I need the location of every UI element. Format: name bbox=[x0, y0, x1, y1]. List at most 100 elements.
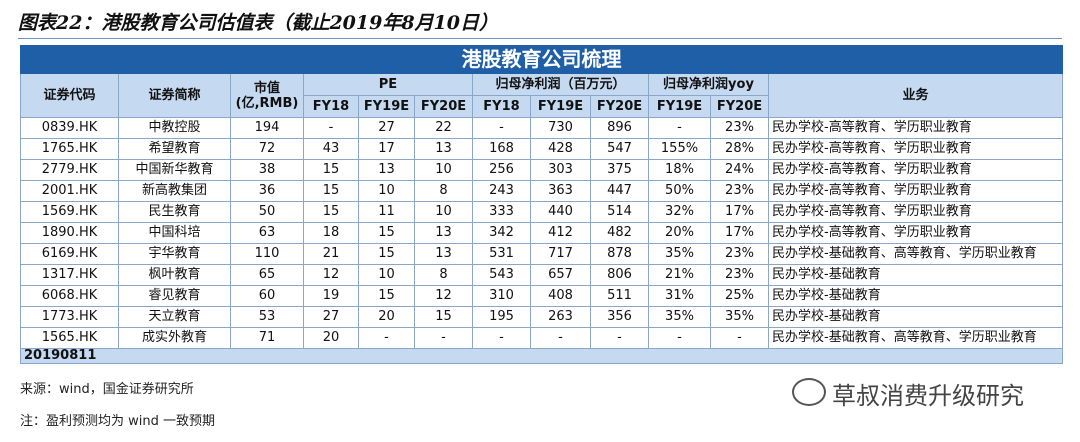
cell: 15 bbox=[358, 285, 415, 307]
cell: 31% bbox=[648, 285, 711, 307]
header-cell: 证券代码 bbox=[20, 73, 119, 118]
cell: 20% bbox=[648, 222, 711, 244]
header-line: (亿,RMB) bbox=[235, 95, 299, 111]
cell: 482 bbox=[590, 222, 649, 244]
cell: 21% bbox=[648, 264, 711, 286]
data-row: 2001.HK 新高教集团 36 15 10 8 243 363 447 50% 23% 民办学校-高… bbox=[20, 180, 1064, 202]
figure-title: 图表22：港股教育公司估值表（截止2019年8月10日） bbox=[18, 12, 498, 34]
cell: 27 bbox=[358, 117, 415, 139]
cell: 806 bbox=[590, 264, 649, 286]
cell: 10 bbox=[358, 180, 415, 202]
cell: 宇华教育 bbox=[118, 243, 231, 265]
cell: 547 bbox=[590, 138, 649, 160]
cell: 333 bbox=[472, 201, 531, 223]
cell: 263 bbox=[530, 306, 591, 328]
cell: 342 bbox=[472, 222, 531, 244]
cell: 希望教育 bbox=[118, 138, 231, 160]
cell: 428 bbox=[530, 138, 591, 160]
cell: 363 bbox=[530, 180, 591, 202]
cell: 0839.HK bbox=[20, 117, 119, 139]
cell: - bbox=[414, 327, 473, 349]
cell: 民办学校-高等教育、学历职业教育 bbox=[767, 222, 1064, 244]
cell: 23% bbox=[710, 180, 769, 202]
header-line: 市值 bbox=[253, 80, 280, 96]
header-cell: PE bbox=[303, 73, 473, 96]
header-cell: FY19E bbox=[530, 95, 591, 118]
cell: 256 bbox=[472, 159, 531, 181]
cell: 730 bbox=[530, 117, 591, 139]
cell: - bbox=[530, 327, 591, 349]
header-cell: FY18 bbox=[303, 95, 359, 118]
cell: 17% bbox=[710, 222, 769, 244]
cell: 375 bbox=[590, 159, 649, 181]
cell: 310 bbox=[472, 285, 531, 307]
cell: 12 bbox=[414, 285, 473, 307]
data-row: 1565.HK 成实外教育 71 20- - - - - - - 民办学校-基础教育、高等教育、学历… bbox=[20, 327, 1064, 349]
footer-row: 20190811 bbox=[19, 348, 1064, 364]
header-cell: 市值 (亿,RMB) bbox=[230, 73, 304, 118]
cell: 15 bbox=[414, 306, 473, 328]
cell: 514 bbox=[590, 201, 649, 223]
cell: 2779.HK bbox=[20, 159, 119, 181]
data-row: 1765.HK 希望教育 72 43 17 13 168 428 547 155% 28% 民办学校-… bbox=[20, 138, 1064, 160]
cell: 1773.HK bbox=[20, 306, 119, 328]
header-cell: FY19E bbox=[358, 95, 415, 118]
cell: 896 bbox=[590, 117, 649, 139]
cell: 6169.HK bbox=[20, 243, 119, 265]
cell: 43 bbox=[303, 138, 359, 160]
cell: 20 bbox=[358, 306, 415, 328]
note: 注：盈利预测均为 wind 一致预期 bbox=[20, 414, 216, 429]
cell: 中教控股 bbox=[118, 117, 231, 139]
cell: 23% bbox=[710, 264, 769, 286]
cell: 民办学校-基础教育、高等教育、学历职业教育 bbox=[767, 327, 1064, 349]
cell: 1765.HK bbox=[20, 138, 119, 160]
cell: 35% bbox=[648, 243, 711, 265]
cell: 18% bbox=[648, 159, 711, 181]
cell: 民办学校-基础教育 bbox=[767, 306, 1064, 328]
cell: 155% bbox=[648, 138, 711, 160]
cell: 6068.HK bbox=[20, 285, 119, 307]
data-row: 1569.HK 民生教育 50 15 11 10 333 440 514 32% 17% 民办学校-高… bbox=[20, 201, 1064, 223]
cell: 110 bbox=[230, 243, 304, 265]
cell: - bbox=[472, 117, 531, 139]
cell: 15 bbox=[303, 201, 359, 223]
cell: 27 bbox=[303, 306, 359, 328]
title-row: 港股教育公司梳理 bbox=[19, 45, 1064, 74]
cell: 15 bbox=[358, 243, 415, 265]
wechat-icon bbox=[792, 378, 826, 406]
cell: 15 bbox=[303, 159, 359, 181]
header-cell: FY20E bbox=[590, 95, 649, 118]
cell: 17 bbox=[358, 138, 415, 160]
cell: 1890.HK bbox=[20, 222, 119, 244]
cell: 15 bbox=[358, 222, 415, 244]
cell: 8 bbox=[414, 264, 473, 286]
header-cell: 业务 bbox=[767, 73, 1064, 118]
data-row: 1317.HK 枫叶教育 65 12 10 8 543 657 806 21% 23% 民办学校-基础… bbox=[20, 264, 1064, 286]
cell: 717 bbox=[530, 243, 591, 265]
cell: 65 bbox=[230, 264, 304, 286]
header-cell: FY20E bbox=[414, 95, 473, 118]
cell: 511 bbox=[590, 285, 649, 307]
footer-date: 20190811 bbox=[19, 348, 1064, 364]
cell: 447 bbox=[590, 180, 649, 202]
cell: 睿见教育 bbox=[118, 285, 231, 307]
cell: 12 bbox=[303, 264, 359, 286]
cell: 195 bbox=[472, 306, 531, 328]
source: 来源：wind，国金证券研究所 bbox=[20, 382, 194, 397]
cell: 63 bbox=[230, 222, 304, 244]
cell: - bbox=[303, 117, 359, 139]
cell: 民办学校-高等教育、学历职业教育 bbox=[767, 159, 1064, 181]
cell: 28% bbox=[710, 138, 769, 160]
cell: 531 bbox=[472, 243, 531, 265]
cell: 枫叶教育 bbox=[118, 264, 231, 286]
cell: 18 bbox=[303, 222, 359, 244]
cell: 10 bbox=[358, 264, 415, 286]
cell: 中国科培 bbox=[118, 222, 231, 244]
cell: - bbox=[472, 327, 531, 349]
cell: 11 bbox=[358, 201, 415, 223]
data-row: 0839.HK 中教控股 194-27 22-730 896-23% 民办学校-高等教育、… bbox=[20, 117, 1064, 139]
cell: 天立教育 bbox=[118, 306, 231, 328]
cell: 356 bbox=[590, 306, 649, 328]
cell: 194 bbox=[230, 117, 304, 139]
cell: 10 bbox=[414, 201, 473, 223]
